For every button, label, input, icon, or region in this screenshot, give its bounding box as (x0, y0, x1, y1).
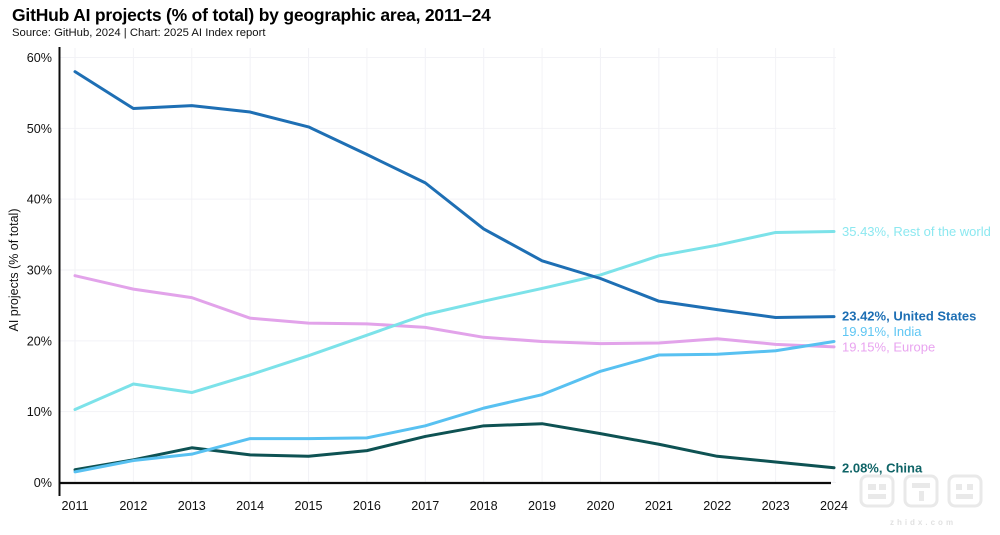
x-tick-label-2024: 2024 (820, 499, 848, 513)
x-tick-label-2020: 2020 (586, 499, 614, 513)
x-tick-label-2014: 2014 (236, 499, 264, 513)
x-tick-label-2015: 2015 (295, 499, 323, 513)
x-tick-label-2017: 2017 (411, 499, 439, 513)
series-end-label-india: 19.91%, India (842, 324, 922, 339)
series-line-china (73, 422, 836, 472)
x-tick-label-2012: 2012 (119, 499, 147, 513)
y-tick-label-50: 50% (27, 122, 52, 136)
series-end-label-china: 2.08%, China (842, 460, 923, 475)
y-tick-label-10: 10% (27, 405, 52, 419)
series-line-rest-of-the-world (73, 230, 836, 412)
x-tick-label-2022: 2022 (703, 499, 731, 513)
y-tick-label-30: 30% (27, 264, 52, 278)
x-tick-label-2016: 2016 (353, 499, 381, 513)
y-tick-label-40: 40% (27, 193, 52, 207)
x-tick-label-2021: 2021 (645, 499, 673, 513)
y-tick-label-60: 60% (27, 51, 52, 65)
series-line-india (73, 339, 836, 474)
x-tick-label-2018: 2018 (470, 499, 498, 513)
series-end-label-europe: 19.15%, Europe (842, 339, 935, 354)
series-line-united-states (73, 70, 836, 319)
chart-title: GitHub AI projects (% of total) by geogr… (12, 5, 491, 25)
series-end-label-rest-of-the-world: 35.43%, Rest of the world (842, 224, 991, 239)
chart-subtitle: Source: GitHub, 2024 | Chart: 2025 AI In… (12, 27, 266, 39)
x-tick-label-2011: 2011 (61, 499, 88, 513)
x-tick-label-2013: 2013 (178, 499, 206, 513)
x-tick-label-2019: 2019 (528, 499, 556, 513)
series-line-europe (73, 274, 836, 349)
series-end-label-united-states: 23.42%, United States (842, 308, 976, 323)
x-tick-label-2023: 2023 (762, 499, 790, 513)
y-tick-label-20: 20% (27, 334, 52, 348)
y-tick-label-0: 0% (34, 476, 52, 490)
